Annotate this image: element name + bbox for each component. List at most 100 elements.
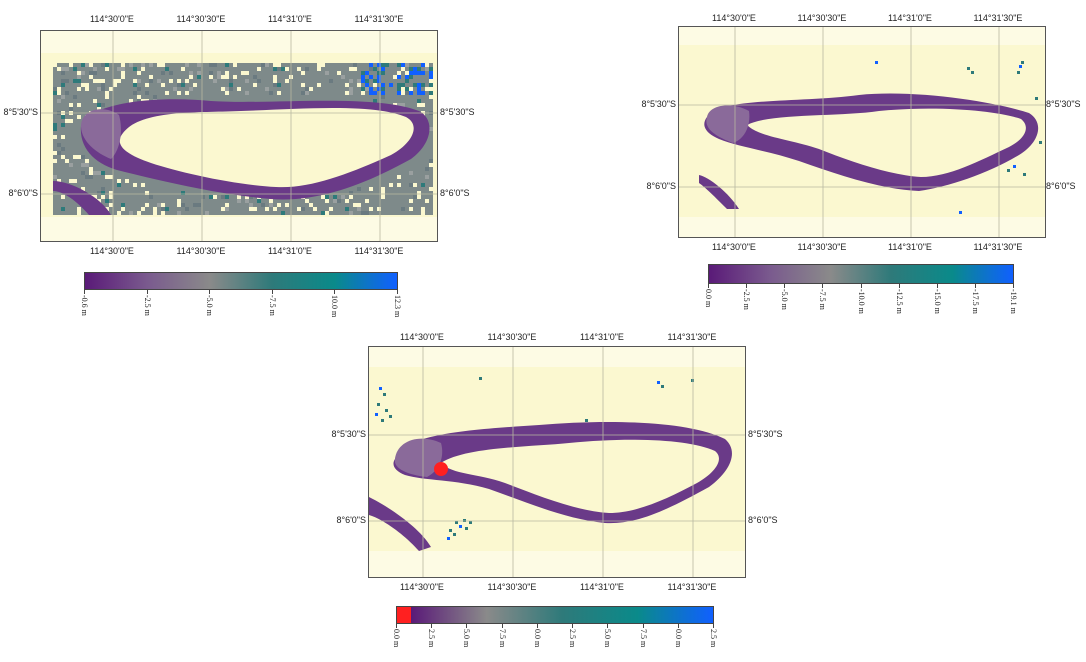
legend-tick-mark	[431, 624, 433, 628]
noise-pixel	[161, 207, 165, 211]
noise-pixel	[221, 195, 225, 199]
noise-pixel	[61, 83, 65, 87]
noise-pixel	[381, 71, 385, 75]
hotspot-c	[434, 462, 448, 476]
noise-pixel	[397, 183, 401, 187]
noise-pixel	[365, 199, 369, 203]
noise-pixel	[465, 527, 468, 530]
noise-pixel	[85, 83, 89, 87]
noise-pixel	[81, 171, 85, 175]
noise-pixel	[449, 529, 452, 532]
noise-pixel	[265, 207, 269, 211]
noise-pixel	[101, 171, 105, 175]
noise-pixel	[369, 187, 373, 191]
noise-pixel	[425, 167, 429, 171]
noise-pixel	[69, 163, 73, 167]
noise-pixel	[421, 71, 425, 75]
noise-pixel	[245, 199, 249, 203]
noise-pixel	[397, 63, 401, 67]
noise-pixel	[377, 71, 381, 75]
noise-pixel	[197, 63, 201, 67]
noise-pixel	[85, 159, 89, 163]
noise-pixel	[365, 211, 369, 215]
noise-pixel	[109, 203, 113, 207]
noise-pixel	[373, 79, 377, 83]
noise-pixel	[85, 87, 89, 91]
noise-pixel	[105, 67, 109, 71]
noise-pixel	[429, 75, 433, 79]
bottom-label-c-1: 114°30'30"E	[487, 582, 537, 592]
legend-tick-label: -0.6 m	[80, 295, 89, 316]
noise-pixel	[145, 203, 149, 207]
noise-pixel	[97, 107, 101, 111]
right-label-a-0: 8°5'30"S	[440, 107, 475, 117]
noise-pixel	[117, 179, 121, 183]
noise-pixel	[429, 79, 433, 83]
noise-pixel	[81, 155, 85, 159]
noise-pixel	[409, 75, 413, 79]
noise-pixel	[97, 79, 101, 83]
noise-pixel	[425, 175, 429, 179]
legend-tick-mark	[607, 624, 609, 628]
noise-pixel	[61, 71, 65, 75]
noise-pixel	[585, 419, 588, 422]
noise-pixel	[257, 79, 261, 83]
noise-pixel	[93, 171, 97, 175]
top-label-c-3: 114°31'30"E	[667, 332, 717, 342]
noise-pixel	[971, 71, 974, 74]
noise-pixel	[1019, 65, 1022, 68]
noise-pixel	[161, 211, 165, 215]
top-label-c-2: 114°31'0"E	[580, 332, 624, 342]
legend-tick-mark	[271, 290, 273, 294]
right-label-b-1: 8°6'0"S	[1046, 181, 1076, 191]
noise-pixel	[389, 183, 393, 187]
noise-pixel	[479, 377, 482, 380]
noise-pixel	[381, 63, 385, 67]
lake-tail-b	[699, 175, 739, 209]
noise-pixel	[145, 91, 149, 95]
noise-pixel	[165, 67, 169, 71]
noise-pixel	[109, 87, 113, 91]
noise-pixel	[93, 67, 97, 71]
noise-pixel	[317, 83, 321, 87]
noise-pixel	[249, 195, 253, 199]
noise-pixel	[77, 87, 81, 91]
noise-pixel	[105, 207, 109, 211]
noise-pixel	[1017, 71, 1020, 74]
legend-tick-label: 0.0 m	[392, 629, 401, 648]
noise-pixel	[297, 207, 301, 211]
noise-pixel	[77, 155, 81, 159]
noise-pixel	[77, 75, 81, 79]
noise-pixel	[229, 79, 233, 83]
legend-tick-label: -17.5 m	[970, 289, 980, 314]
noise-pixel	[417, 195, 421, 199]
noise-pixel	[373, 83, 377, 87]
noise-pixel	[409, 207, 413, 211]
noise-pixel	[959, 211, 962, 214]
noise-pixel	[357, 187, 361, 191]
legend-tick-label: 0.0 m	[673, 629, 683, 648]
legend-tick-mark	[822, 284, 824, 288]
noise-pixel	[365, 71, 369, 75]
noise-pixel	[417, 99, 421, 103]
bottom-label-b-0: 114°30'0"E	[712, 242, 756, 252]
right-label-a-1: 8°6'0"S	[440, 188, 470, 198]
noise-pixel	[121, 207, 125, 211]
noise-pixel	[101, 63, 105, 67]
legend-tick-mark	[677, 624, 679, 628]
noise-pixel	[61, 67, 65, 71]
noise-pixel	[93, 195, 97, 199]
noise-pixel	[313, 207, 317, 211]
noise-pixel	[405, 75, 409, 79]
noise-pixel	[373, 91, 377, 95]
noise-pixel	[397, 91, 401, 95]
left-label-b-0: 8°5'30"S	[641, 99, 676, 109]
noise-pixel	[349, 91, 353, 95]
noise-pixel	[369, 67, 373, 71]
noise-pixel	[397, 87, 401, 91]
right-label-c-0: 8°5'30"S	[748, 429, 783, 439]
legend-b: 0.0 m -2.5 m -5.0 m -7.5 m -10.0 m -12.5 m -15…	[704, 264, 1018, 324]
noise-pixel	[149, 79, 153, 83]
noise-pixel	[53, 87, 57, 91]
noise-pixel	[57, 143, 61, 147]
